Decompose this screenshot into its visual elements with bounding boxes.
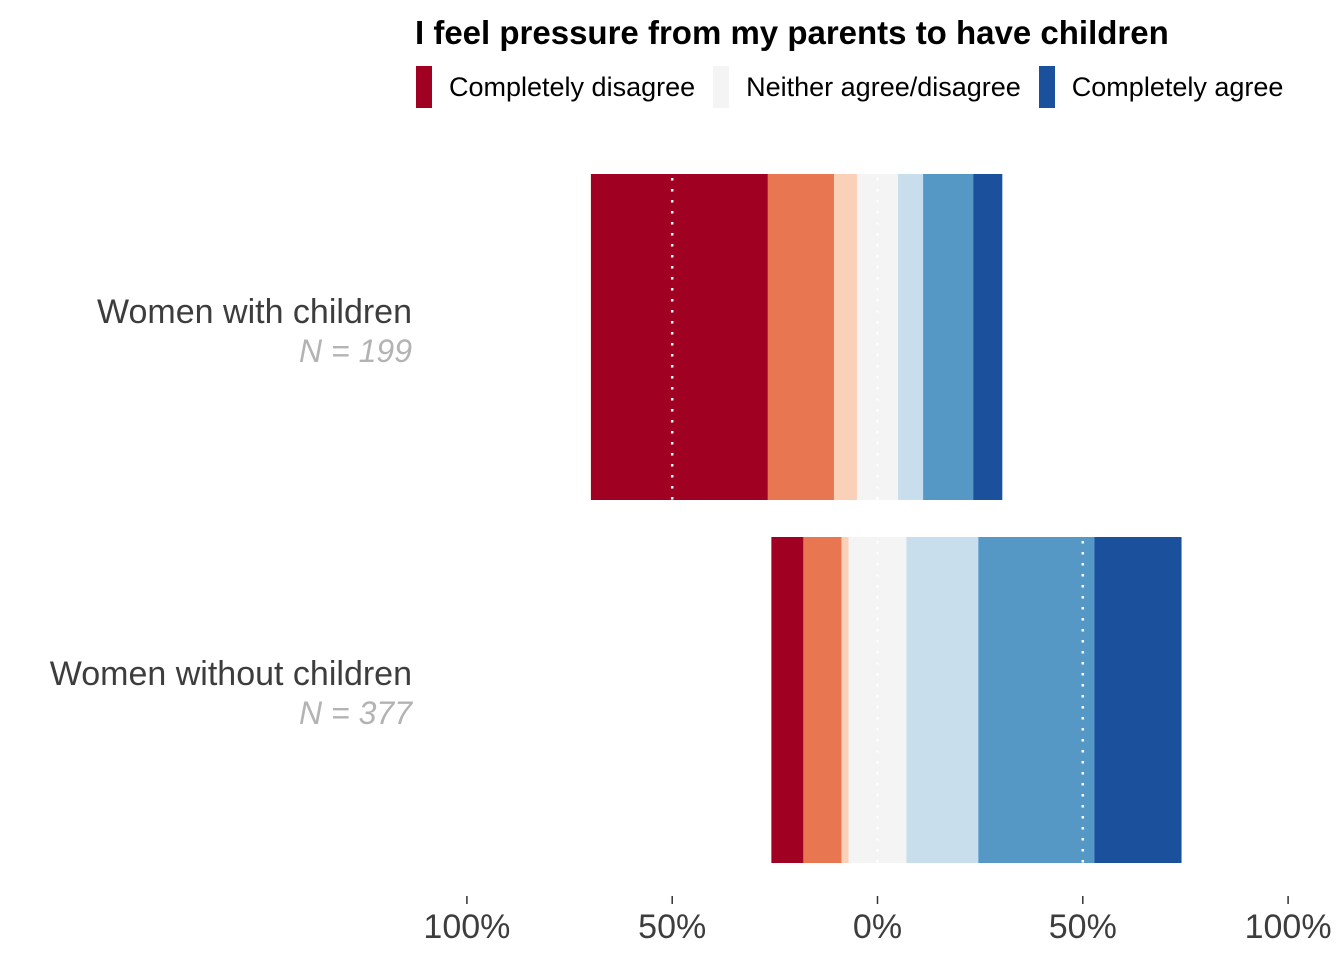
- bar-segment-women-without-children-neither-agree-disagree: [848, 537, 907, 863]
- legend-item-completely-disagree: Completely disagree: [416, 66, 695, 108]
- category-name: Women without children: [49, 655, 412, 693]
- legend-label: Neither agree/disagree: [746, 71, 1021, 102]
- legend-label: Completely disagree: [449, 71, 696, 102]
- legend-swatch-neither: [713, 66, 730, 108]
- x-tick-label: 100%: [1245, 908, 1332, 946]
- bar-segment-women-without-children-agree: [978, 537, 1095, 863]
- bar-segment-women-with-children-somewhat-agree: [898, 174, 924, 500]
- x-axis: 100% 50% 0% 50% 100%: [423, 896, 1332, 946]
- legend: Completely disagree Neither agree/disagr…: [416, 66, 1301, 108]
- bar-segment-women-without-children-completely-disagree: [771, 537, 804, 863]
- category-n: N = 199: [299, 333, 412, 369]
- bar-segment-women-with-children-completely-disagree: [590, 174, 768, 500]
- legend-item-neither: Neither agree/disagree: [713, 66, 1021, 108]
- category-name: Women with children: [97, 293, 412, 331]
- legend-swatch-completely-agree: [1038, 66, 1055, 108]
- bar-segment-women-with-children-neither-agree-disagree: [856, 174, 899, 500]
- x-tick-label: 0%: [853, 908, 902, 946]
- x-tick-label: 100%: [423, 908, 510, 946]
- bar-segment-women-without-children-completely-agree: [1094, 537, 1182, 863]
- x-tick-label: 50%: [1049, 908, 1117, 946]
- legend-label: Completely agree: [1071, 71, 1284, 102]
- category-n: N = 377: [299, 695, 412, 731]
- bar-segment-women-with-children-completely-agree: [973, 174, 1003, 500]
- bar-segment-women-with-children-disagree: [767, 174, 834, 500]
- x-tick-label: 50%: [638, 908, 706, 946]
- chart-title: I feel pressure from my parents to have …: [415, 14, 1169, 51]
- category-label-without-children: Women without children N = 377: [50, 654, 412, 732]
- bar-segment-women-with-children-somewhat-disagree: [833, 174, 857, 500]
- bar-segment-women-without-children-somewhat-agree: [906, 537, 979, 863]
- legend-item-completely-agree: Completely agree: [1038, 66, 1284, 108]
- bar-segment-women-with-children-agree: [923, 174, 974, 500]
- bar-segment-women-without-children-somewhat-disagree: [841, 537, 849, 863]
- category-label-with-children: Women with children N = 199: [97, 292, 412, 370]
- bar-segment-women-without-children-disagree: [803, 537, 842, 863]
- legend-swatch-completely-disagree: [416, 66, 432, 108]
- bars-layer: [590, 174, 1182, 863]
